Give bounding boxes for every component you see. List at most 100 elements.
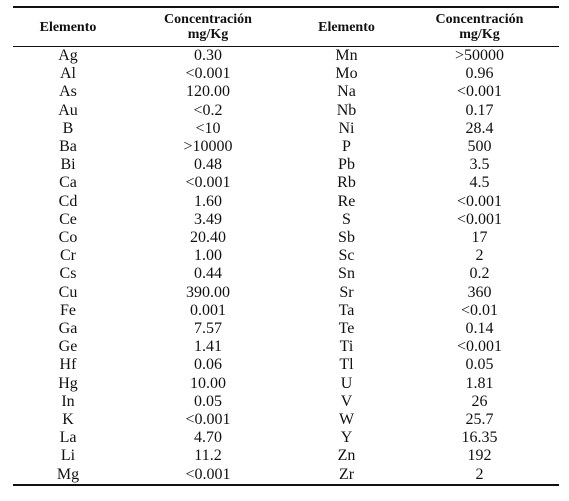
element-cell: U (340, 374, 353, 392)
concentration-cell: >50000 (454, 47, 505, 64)
concentration-cell: 1.41 (194, 338, 222, 356)
table-row: B <10 Ni 28.4 (13, 120, 559, 138)
table-row: Cs 0.44 Sn 0.2 (13, 265, 559, 283)
element-cell: Ga (58, 320, 78, 338)
element-cell: Sn (338, 265, 355, 283)
element-cell: Mn (335, 47, 358, 64)
concentration-cell: >10000 (183, 138, 233, 156)
element-cell: Li (60, 447, 76, 465)
concentration-cell: 1.81 (465, 374, 494, 392)
concentration-cell: <0.001 (456, 210, 503, 228)
element-cell: Sr (339, 283, 354, 301)
element-cell: Ti (339, 338, 354, 356)
concentration-cell: 2 (475, 247, 484, 265)
element-cell: Cr (60, 247, 76, 265)
element-cell: K (62, 411, 74, 429)
element-cell: Hg (58, 374, 78, 392)
concentration-cell: <0.2 (193, 101, 223, 119)
concentration-cell: 0.30 (194, 47, 222, 64)
concentration-cell: 0.06 (194, 356, 222, 374)
concentration-cell: 10.00 (190, 374, 226, 392)
element-cell: Sb (338, 229, 355, 247)
element-cell: Pb (338, 156, 355, 174)
element-cell: Y (340, 429, 353, 447)
table-row: Li 11.2 Zn 192 (13, 447, 559, 465)
concentration-cell: 0.44 (194, 265, 222, 283)
element-cell: In (61, 392, 75, 410)
header-row: Elemento Concentración mg/Kg Elemento Co… (13, 8, 559, 46)
element-cell: Zr (338, 465, 355, 483)
concentration-cell: 16.35 (461, 429, 498, 447)
concentration-cell: 360 (467, 283, 492, 301)
concentration-cell: <10 (195, 119, 221, 137)
table-row: Co 20.40 Sb 17 (13, 229, 559, 247)
element-cell: La (59, 429, 77, 447)
element-cell: Fe (60, 301, 76, 319)
header-concentration-2: Concentración mg/Kg (435, 12, 524, 42)
element-cell: Tl (339, 356, 354, 374)
concentration-cell: 1.60 (194, 192, 222, 210)
table-row: Cd 1.60 Re <0.001 (13, 193, 559, 211)
concentration-cell: 0.96 (465, 65, 494, 83)
element-cell: Hf (59, 356, 77, 374)
concentration-cell: 3.49 (194, 210, 222, 228)
element-cell: S (342, 210, 351, 228)
data-table: Elemento Concentración mg/Kg Elemento Co… (13, 8, 559, 46)
concentration-cell: 7.57 (194, 320, 222, 338)
concentration-cell: 0.48 (194, 156, 222, 174)
element-cell: Na (337, 83, 356, 101)
concentration-cell: 0.05 (465, 356, 494, 374)
element-cell: W (338, 411, 355, 429)
concentration-cell: 11.2 (194, 447, 222, 465)
table-row: Mg <0.001 Zr 2 (13, 466, 559, 484)
table-row: Ge 1.41 Ti <0.001 (13, 338, 559, 356)
table-row: Ce 3.49 S <0.001 (13, 211, 559, 229)
table-row: Bi 0.48 Pb 3.5 (13, 156, 559, 174)
concentration-cell: 4.5 (469, 174, 490, 192)
concentration-table: Elemento Concentración mg/Kg Elemento Co… (13, 6, 559, 486)
concentration-cell: <0.001 (185, 65, 231, 83)
concentration-cell: 0.2 (469, 265, 490, 283)
element-cell: Zn (337, 447, 356, 465)
concentration-cell: <0.001 (456, 338, 503, 356)
concentration-cell: 26 (471, 392, 488, 410)
element-cell: Cs (59, 265, 77, 283)
element-cell: Ba (59, 138, 77, 156)
table-row: Au <0.2 Nb 0.17 (13, 102, 559, 120)
element-cell: Re (337, 192, 356, 210)
element-cell: Ni (338, 119, 355, 137)
table-row: Ga 7.57 Te 0.14 (13, 320, 559, 338)
element-cell: Cu (58, 283, 78, 301)
element-cell: As (59, 83, 77, 101)
table-row: Cu 390.00 Sr 360 (13, 284, 559, 302)
concentration-cell: 120.00 (186, 83, 230, 101)
table-row: In 0.05 V 26 (13, 393, 559, 411)
element-cell: Ta (338, 301, 355, 319)
concentration-cell: 0.05 (194, 392, 222, 410)
element-cell: Bi (60, 156, 76, 174)
concentration-cell: 25.7 (465, 411, 494, 429)
element-cell: V (340, 392, 353, 410)
table-row: Ca <0.001 Rb 4.5 (13, 174, 559, 192)
element-cell: Ce (59, 210, 77, 228)
concentration-cell: 20.40 (190, 229, 226, 247)
concentration-cell: 192 (467, 447, 492, 465)
element-cell: Ca (59, 174, 77, 192)
table-row: Cr 1.00 Sc 2 (13, 247, 559, 265)
table-body: Ag 0.30 Mn >50000 Al <0.001 Mo 0.96 As 120.00 Na <0… (13, 47, 559, 484)
element-cell: Nb (336, 101, 357, 119)
element-cell: Au (58, 101, 78, 119)
concentration-cell: 500 (467, 138, 492, 156)
concentration-cell: 2 (475, 465, 484, 483)
element-cell: B (62, 119, 74, 137)
element-cell: Mg (56, 465, 80, 483)
element-cell: Co (58, 229, 78, 247)
header-element-1: Elemento (39, 19, 97, 35)
concentration-cell: 0.17 (465, 101, 494, 119)
element-cell: Al (60, 65, 76, 83)
concentration-cell: 3.5 (469, 156, 490, 174)
concentration-cell: 390.00 (186, 283, 230, 301)
concentration-cell: 17 (471, 229, 488, 247)
table-row: As 120.00 Na <0.001 (13, 83, 559, 101)
top-rule (13, 6, 559, 8)
